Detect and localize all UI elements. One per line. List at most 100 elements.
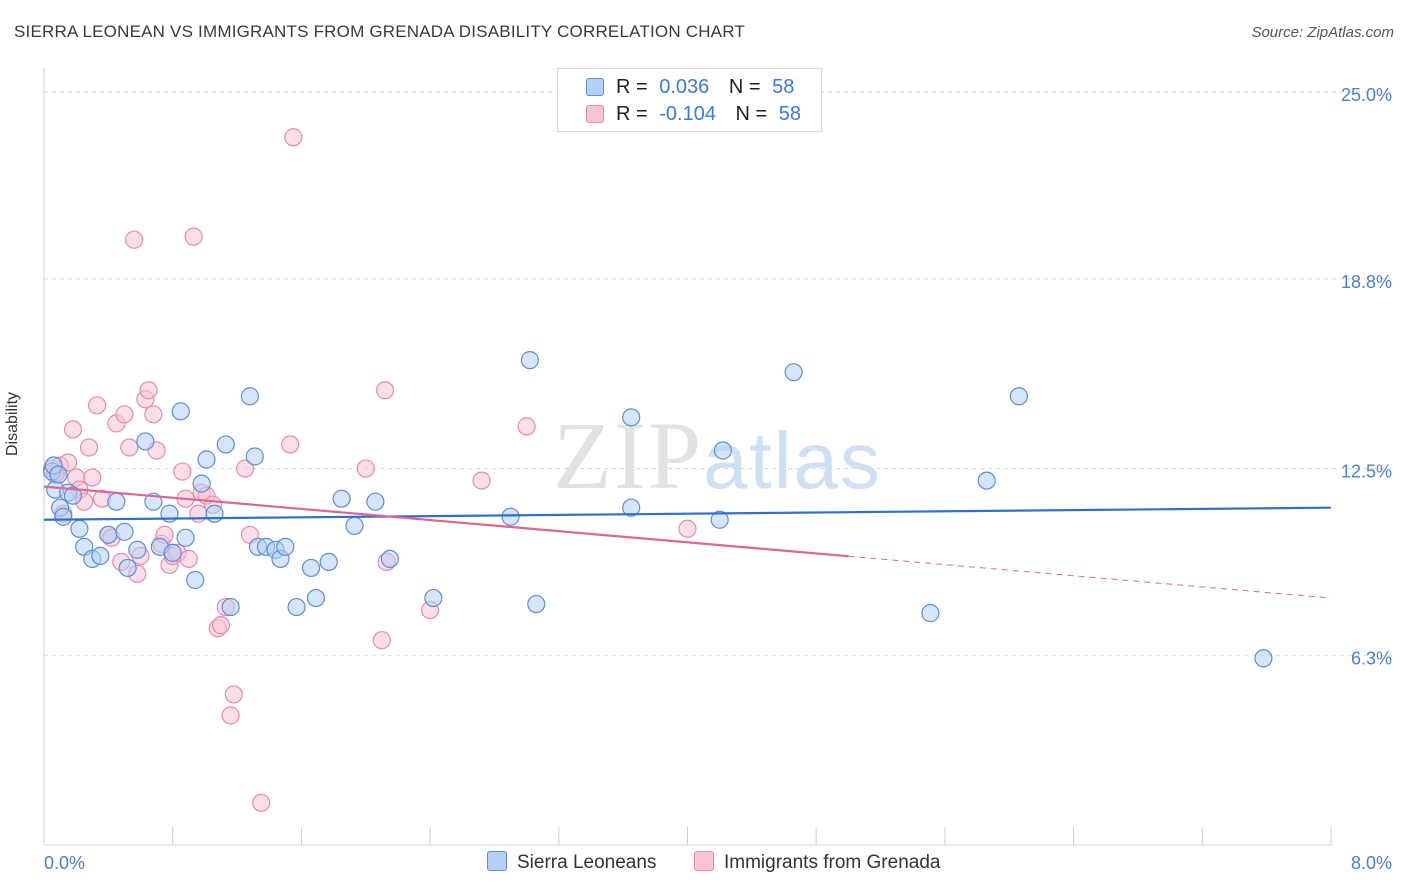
grenada-point	[63, 420, 83, 439]
tick-labels: 6.3% 12.5% 18.8% 25.0% 0.0% 8.0%	[44, 85, 1392, 873]
sierra-leonean-point	[784, 363, 803, 382]
grenada-point	[87, 396, 107, 415]
series-grenada-points	[42, 128, 697, 812]
chart-source: Source: ZipAtlas.com	[1251, 24, 1394, 41]
y-tick-label: 6.3%	[1351, 648, 1392, 668]
sierra-leonean-point	[163, 543, 182, 562]
sierra-leonean-point	[710, 510, 729, 529]
axes	[43, 68, 1332, 846]
grenada-point	[252, 793, 271, 812]
grenada-point	[83, 468, 102, 487]
chart-title: SIERRA LEONEAN VS IMMIGRANTS FROM GRENAD…	[14, 22, 745, 41]
grenada-point	[284, 128, 303, 147]
sierra-leonean-point	[345, 516, 364, 535]
grenada-point	[139, 381, 158, 400]
sierra-leonean-point	[1254, 649, 1273, 668]
trend-line-solid	[43, 506, 1332, 521]
sierra-leonean-point	[287, 597, 306, 617]
sierra-leonean-point	[70, 519, 89, 538]
grenada-point	[221, 706, 240, 725]
legend-n-value: 58	[772, 76, 795, 98]
trend-line-solid	[43, 485, 849, 558]
sierra-leonean-point	[245, 447, 264, 466]
sierra-leonean-point	[99, 525, 118, 544]
trend-lines	[43, 485, 1332, 599]
sierra-leonean-point	[205, 504, 224, 523]
legend-swatch-pink	[586, 105, 604, 123]
grenada-point	[184, 227, 203, 246]
sierra-leonean-point	[216, 435, 235, 454]
legend-r-value: 0.036	[659, 76, 710, 98]
sierra-leonean-point	[921, 604, 940, 623]
sierra-leonean-point	[118, 558, 137, 578]
sierra-leonean-point	[91, 546, 110, 565]
sierra-leonean-point	[107, 492, 126, 511]
sierra-leonean-point	[306, 588, 325, 608]
sierra-leonean-point	[332, 489, 351, 508]
grenada-point	[144, 405, 163, 424]
grenada-point	[124, 230, 144, 249]
legend-n-value: 58	[778, 103, 802, 125]
legend-r-value: -0.104	[659, 103, 716, 125]
legend-item-sierra-leoneans: Sierra Leoneans	[487, 851, 656, 874]
sierra-leonean-point	[501, 507, 520, 526]
grenada-point	[281, 435, 300, 454]
sierra-leonean-point	[622, 408, 641, 427]
sierra-leonean-point	[301, 558, 321, 578]
legend-label-sierra-leoneans: Sierra Leoneans	[517, 852, 657, 873]
grid-lines	[44, 91, 1392, 656]
legend-label-grenada: Immigrants from Grenada	[724, 852, 941, 873]
grenada-point	[211, 616, 231, 635]
sierra-leonean-point	[197, 450, 216, 469]
y-tick-label: 25.0%	[1341, 85, 1392, 105]
sierra-leonean-point	[977, 471, 996, 490]
grenada-point	[224, 685, 243, 704]
grenada-point	[120, 438, 139, 457]
sierra-leonean-point	[713, 441, 732, 460]
sierra-leonean-point	[319, 552, 338, 572]
legend-n-label: N =	[735, 103, 768, 125]
legend-swatch-blue	[586, 78, 604, 96]
sierra-leonean-point	[240, 387, 260, 406]
sierra-leonean-point	[186, 570, 205, 590]
grenada-point	[678, 519, 697, 538]
grenada-point	[79, 438, 99, 457]
sierra-leonean-point	[520, 351, 539, 370]
trend-line-dashed	[848, 555, 1332, 599]
sierra-leonean-point	[54, 507, 73, 526]
correlation-legend: R = 0.036 N = 58 R = -0.104 N = 58	[557, 68, 822, 132]
sierra-leonean-point	[366, 492, 385, 511]
grenada-point	[235, 459, 255, 478]
legend-swatch-pink	[694, 851, 714, 871]
sierra-leonean-point	[63, 486, 83, 505]
grenada-point	[517, 417, 536, 436]
x-tick-label: 8.0%	[1351, 853, 1392, 873]
sierra-leonean-point	[380, 549, 399, 568]
sierra-leonean-point	[115, 522, 134, 541]
legend-n-label: N =	[728, 76, 761, 98]
watermark-atlas: atlas	[703, 416, 882, 505]
y-tick-label: 12.5%	[1341, 462, 1392, 482]
legend-r-label: R =	[616, 103, 648, 125]
grenada-point	[356, 459, 375, 478]
sierra-leonean-point	[527, 594, 546, 614]
grenada-point	[173, 462, 192, 481]
sierra-leonean-point	[176, 528, 195, 547]
sierra-leonean-point	[136, 432, 155, 451]
grenada-point	[179, 549, 198, 568]
sierra-leonean-point	[192, 474, 211, 493]
x-tick-label: 0.0%	[44, 853, 85, 873]
legend-swatch-blue	[487, 851, 507, 871]
sierra-leonean-point	[128, 540, 147, 559]
sierra-leonean-point	[221, 597, 240, 617]
legend-item-grenada: Immigrants from Grenada	[694, 851, 940, 874]
sierra-leonean-point	[49, 465, 68, 484]
y-tick-label: 18.8%	[1341, 272, 1392, 292]
sierra-leonean-point	[171, 402, 190, 421]
grenada-point	[375, 381, 395, 400]
sierra-leonean-point	[276, 537, 295, 556]
sierra-leonean-point	[622, 498, 641, 517]
grenada-point	[115, 405, 134, 424]
legend-r-label: R =	[616, 76, 648, 98]
